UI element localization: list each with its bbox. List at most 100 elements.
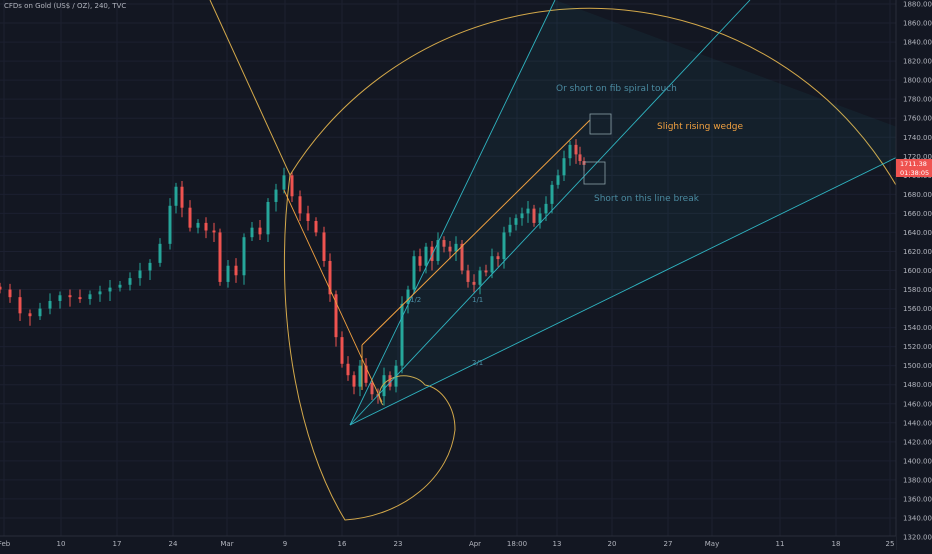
candle-body (556, 175, 560, 185)
candle-body (490, 256, 494, 273)
fan-line-mid[interactable] (349, 0, 751, 426)
price-tick: 1420.00 (903, 438, 932, 446)
candle-body (532, 208, 536, 223)
countdown-label: 01:38:05 (900, 169, 929, 177)
candle-body (138, 270, 142, 279)
candle-body (550, 184, 554, 204)
price-tick: 1580.00 (903, 286, 932, 294)
candle-body (388, 375, 392, 387)
fib-spiral[interactable] (209, 0, 932, 549)
candle-body (508, 224, 512, 233)
price-axis[interactable]: 1880.00 1860.00 1840.00 1820.00 1800.00 1780.… (895, 0, 932, 550)
candle-body (118, 284, 122, 288)
candle-body (578, 154, 582, 162)
symbol-title[interactable]: CFDs on Gold (US$ / OZ), 240, TVC (4, 2, 127, 10)
candle-body (346, 363, 350, 376)
candle-body (574, 144, 578, 155)
candle-body (314, 221, 318, 233)
price-tick: 1380.00 (903, 476, 932, 484)
time-tick: 13 (553, 540, 562, 548)
price-tick: 1680.00 (903, 191, 932, 199)
price-tick: 1480.00 (903, 381, 932, 389)
wedge-upper-line[interactable] (361, 119, 591, 346)
drawings[interactable]: 1/2 1/1 2/1 Or short on fib spiral touch… (209, 0, 932, 549)
candle-body (448, 246, 452, 252)
price-tick: 1460.00 (903, 400, 932, 408)
candle-body (48, 300, 52, 309)
grid (0, 0, 896, 538)
price-tick: 1840.00 (903, 39, 932, 47)
time-tick: 16 (338, 540, 347, 548)
price-tick: 1620.00 (903, 248, 932, 256)
wedge-note[interactable]: Slight rising wedge (657, 122, 744, 132)
time-tick: 10 (57, 540, 66, 548)
candle-body (460, 243, 464, 271)
candle-body (352, 375, 356, 387)
time-tick: 24 (169, 540, 178, 548)
candle-body (412, 256, 416, 290)
time-tick: 27 (664, 540, 673, 548)
last-price-tag (896, 159, 932, 177)
fan-line-low[interactable] (349, 139, 932, 426)
break-box[interactable] (583, 161, 606, 185)
price-tick: 1820.00 (903, 58, 932, 66)
time-tick: May (705, 540, 719, 548)
candle-body (282, 175, 286, 190)
candle-body (68, 295, 72, 298)
fan-label-one: 1/1 (472, 296, 483, 304)
price-tick: 1800.00 (903, 77, 932, 85)
candle-body (436, 240, 440, 261)
line-break-note[interactable]: Short on this line break (594, 194, 700, 204)
price-tick: 1340.00 (903, 514, 932, 522)
candle-body (174, 186, 178, 206)
candle-body (0, 286, 2, 290)
candle-body (38, 308, 42, 317)
price-tick: 1360.00 (903, 495, 932, 503)
candle-body (406, 289, 410, 304)
candle-body (78, 297, 82, 300)
candle-body (322, 232, 326, 261)
time-tick: Feb (0, 540, 11, 548)
candlesticks (0, 139, 586, 406)
price-tick: 1540.00 (903, 324, 932, 332)
candle-body (298, 196, 302, 214)
price-tick: 1740.00 (903, 134, 932, 142)
time-axis[interactable]: Feb 10 17 24 Mar 9 16 23 Apr 18:00 13 20 27 May 11 18 25 (0, 535, 896, 550)
candle-body (250, 227, 254, 238)
candle-body (358, 365, 362, 387)
candle-body (128, 278, 132, 285)
time-tick: 23 (394, 540, 403, 548)
candle-body (180, 186, 184, 208)
candle-body (382, 375, 386, 397)
candle-body (158, 243, 162, 263)
candle-body (430, 246, 434, 261)
spiral-touch-box[interactable] (589, 113, 612, 135)
price-tick: 1760.00 (903, 115, 932, 123)
candle-body (526, 208, 530, 214)
candle-body (340, 337, 344, 364)
candle-body (242, 237, 246, 276)
price-tick: 1500.00 (903, 362, 932, 370)
fan-line-steep[interactable] (349, 0, 556, 426)
candle-body (266, 201, 270, 235)
candle-body (364, 365, 368, 383)
candle-body (400, 303, 404, 366)
downtrend-line[interactable] (283, 189, 383, 403)
candle-body (18, 297, 22, 314)
candle-body (544, 203, 548, 214)
candle-body (568, 144, 572, 159)
time-tick: 11 (776, 540, 785, 548)
candle-body (478, 270, 482, 285)
candle-body (562, 158, 566, 176)
candle-body (306, 213, 310, 222)
price-tick: 1860.00 (903, 20, 932, 28)
time-tick: Apr (469, 540, 481, 548)
candle-body (196, 222, 200, 228)
price-tick: 1780.00 (903, 96, 932, 104)
candle-body (418, 256, 422, 266)
spiral-touch-note[interactable]: Or short on fib spiral touch (556, 84, 677, 94)
price-tick: 1560.00 (903, 305, 932, 313)
price-tick: 1880.00 (903, 1, 932, 9)
